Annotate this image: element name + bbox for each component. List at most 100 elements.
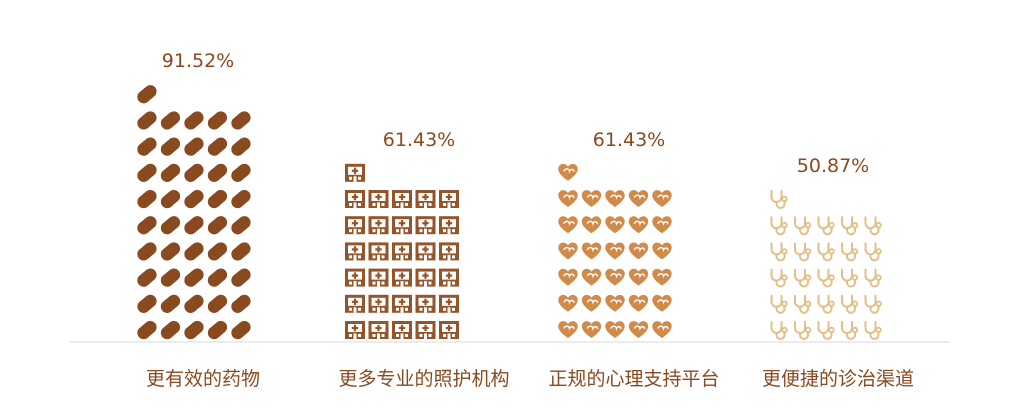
heart-icon [628, 242, 649, 260]
heart-icon [605, 216, 625, 234]
stethoscope-icon [817, 321, 835, 340]
stethoscope-icon [770, 321, 788, 340]
heart-icon [652, 321, 672, 338]
care-facility-icon [368, 268, 389, 287]
pill-icon [137, 111, 157, 130]
heart-icon [558, 163, 578, 181]
care-facility-icon [439, 321, 459, 339]
pill-icon [160, 216, 181, 235]
pictogram-column [558, 163, 672, 338]
care-facility-icon [368, 190, 389, 208]
care-facility-icon [345, 268, 365, 287]
pill-icon [207, 137, 228, 156]
heart-icon [652, 294, 672, 312]
heart-icon [605, 242, 625, 260]
pill-icon [137, 85, 157, 104]
pill-icon [137, 137, 157, 156]
care-facility-icon [368, 242, 389, 261]
data-label: 91.52% [162, 50, 234, 72]
heart-icon [581, 216, 602, 234]
heart-icon [628, 190, 649, 207]
pill-icon [231, 163, 251, 182]
stethoscope-icon [770, 294, 788, 314]
care-facility-icon [439, 268, 459, 287]
pill-icon [231, 320, 251, 340]
heart-icon [581, 294, 602, 312]
pill-icon [231, 111, 251, 130]
pill-icon [184, 294, 204, 313]
heart-icon [628, 321, 649, 338]
stethoscope-icon [794, 268, 812, 288]
stethoscope-icon [864, 321, 882, 340]
heart-icon [605, 294, 625, 312]
stethoscope-icon [817, 242, 835, 262]
care-facility-icon [415, 268, 436, 287]
care-facility-icon [368, 321, 389, 339]
stethoscope-icon [770, 216, 788, 236]
care-facility-icon [439, 190, 459, 208]
care-facility-icon [415, 294, 436, 313]
pill-icon [160, 268, 181, 287]
category-label: 更多专业的照护机构 [338, 368, 509, 390]
stethoscope-icon [864, 216, 882, 236]
stethoscope-icon [817, 216, 835, 236]
heart-icon [628, 216, 649, 234]
pill-icon [137, 216, 157, 235]
stethoscope-icon [817, 268, 835, 288]
care-facility-icon [392, 190, 412, 208]
care-facility-icon [345, 216, 365, 235]
pill-icon [137, 189, 157, 209]
care-facility-icon [345, 163, 365, 182]
pill-icon [207, 111, 228, 130]
heart-icon [558, 242, 578, 260]
pill-icon [160, 111, 181, 130]
pill-icon [160, 242, 181, 261]
stethoscope-icon [841, 242, 859, 262]
stethoscope-icon [770, 190, 788, 209]
care-facility-icon [415, 190, 436, 208]
stethoscope-icon [864, 268, 882, 288]
category-label: 更有效的药物 [146, 368, 260, 390]
chart-marks [137, 85, 882, 340]
pictogram-column [770, 190, 882, 340]
heart-icon [581, 321, 602, 338]
heart-icon [558, 268, 578, 286]
care-facility-icon [345, 242, 365, 261]
stethoscope-icon [770, 268, 788, 288]
heart-icon [628, 294, 649, 312]
heart-icon [558, 294, 578, 312]
heart-icon [652, 242, 672, 260]
care-facility-icon [392, 242, 412, 261]
care-facility-icon [368, 294, 389, 313]
pill-icon [160, 163, 181, 182]
pictogram-column [345, 163, 459, 339]
pill-icon [184, 189, 204, 209]
stethoscope-icon [841, 268, 859, 288]
pill-icon [207, 189, 228, 209]
pill-icon [207, 216, 228, 235]
heart-icon [605, 268, 625, 286]
heart-icon [558, 190, 578, 207]
pill-icon [160, 320, 181, 340]
stethoscope-icon [841, 321, 859, 340]
heart-icon [652, 216, 672, 234]
care-facility-icon [415, 242, 436, 261]
pill-icon [137, 268, 157, 287]
pill-icon [137, 163, 157, 182]
stethoscope-icon [794, 216, 812, 236]
chart-labels: 91.52% 更有效的药物 61.43% 更多专业的照护机构 61.43% 正规的心理支持… [146, 50, 914, 390]
pill-icon [231, 216, 251, 235]
pill-icon [184, 163, 204, 182]
data-label: 61.43% [593, 129, 665, 151]
stethoscope-icon [817, 294, 835, 314]
stethoscope-icon [841, 294, 859, 314]
heart-icon [605, 321, 625, 338]
pill-icon [231, 294, 251, 313]
care-facility-icon [439, 294, 459, 313]
stethoscope-icon [841, 216, 859, 236]
data-label: 61.43% [383, 129, 455, 151]
heart-icon [652, 190, 672, 207]
pill-icon [184, 137, 204, 156]
heart-icon [605, 190, 625, 207]
